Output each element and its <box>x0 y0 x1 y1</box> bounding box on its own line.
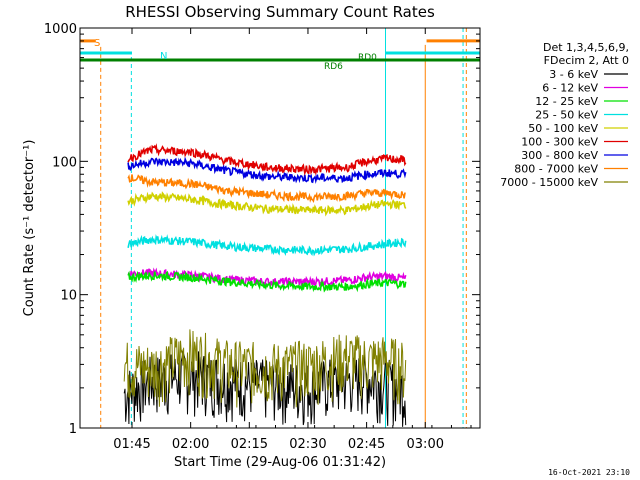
legend-label: 12 - 25 keV <box>535 95 598 108</box>
y-tick-label: 1 <box>69 422 77 437</box>
x-axis-label: Start Time (29-Aug-06 01:31:42) <box>174 455 386 470</box>
y-tick-label: 100 <box>52 155 77 170</box>
legend-label: 100 - 300 keV <box>521 136 598 149</box>
x-tick-label: 02:15 <box>231 437 268 452</box>
plot-frame <box>79 27 481 429</box>
x-tick-label: 03:00 <box>407 437 444 452</box>
plot-data-layer: S N RD6 RD0 <box>80 28 480 428</box>
series-line-800-7000-kev <box>127 174 406 204</box>
series-line-12-25-kev <box>127 270 407 293</box>
legend: Det 1,3,4,5,6,9, FDecim 2, Att 0 3 - 6 k… <box>500 41 629 189</box>
flag-label-n: N <box>160 51 167 62</box>
y-tick-label: 10 <box>60 289 77 304</box>
series-line-100-300-kev <box>127 143 407 176</box>
series-line-300-800-kev <box>127 156 407 184</box>
y-tick-label: 1000 <box>44 22 77 37</box>
legend-label: 7000 - 15000 keV <box>500 176 598 189</box>
y-axis-label: Count Rate (s⁻¹ detector⁻¹) <box>22 140 37 317</box>
legend-label: 50 - 100 keV <box>528 122 598 135</box>
chart-title: RHESSI Observing Summary Count Rates <box>125 3 435 21</box>
x-axis-ticks: 01:45 02:00 02:15 02:30 02:45 03:00 <box>113 28 472 452</box>
legend-header-line-1: Det 1,3,4,5,6,9, <box>543 41 629 54</box>
series-line-6-12-kev <box>127 267 407 289</box>
legend-label: 800 - 7000 keV <box>514 163 598 176</box>
flag-label-rd0: RD0 <box>358 53 377 63</box>
footer-date: 16-Oct-2021 23:10 <box>548 468 630 477</box>
y-axis-ticks: 1 10 100 1000 <box>44 22 480 437</box>
legend-label: 25 - 50 keV <box>535 109 598 122</box>
series-line-50-100-kev <box>127 191 407 217</box>
flag-label-rd6: RD6 <box>324 62 343 72</box>
x-tick-label: 01:45 <box>113 437 150 452</box>
flag-label-s: S <box>94 38 100 49</box>
legend-label: 300 - 800 keV <box>521 149 598 162</box>
x-tick-label: 02:45 <box>348 437 385 452</box>
legend-label: 6 - 12 keV <box>542 82 598 95</box>
legend-header-line-2: FDecim 2, Att 0 <box>544 54 629 67</box>
legend-label: 3 - 6 keV <box>549 68 598 81</box>
series-line-25-50-kev <box>127 234 407 257</box>
x-tick-label: 02:00 <box>172 437 209 452</box>
x-tick-label: 02:30 <box>289 437 326 452</box>
series-line-7000-15000-kev <box>123 329 407 408</box>
